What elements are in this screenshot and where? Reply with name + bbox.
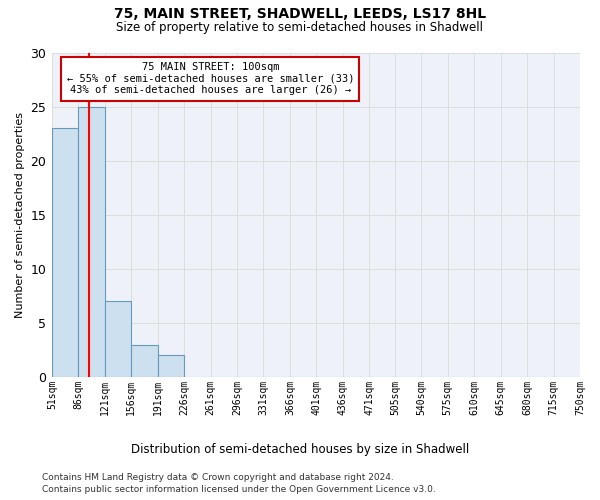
Bar bbox=[105, 302, 131, 377]
Bar bbox=[79, 106, 105, 377]
Text: Contains public sector information licensed under the Open Government Licence v3: Contains public sector information licen… bbox=[42, 485, 436, 494]
Y-axis label: Number of semi-detached properties: Number of semi-detached properties bbox=[15, 112, 25, 318]
Bar bbox=[131, 344, 158, 377]
Text: Contains HM Land Registry data © Crown copyright and database right 2024.: Contains HM Land Registry data © Crown c… bbox=[42, 472, 394, 482]
Bar bbox=[158, 356, 184, 377]
Text: Distribution of semi-detached houses by size in Shadwell: Distribution of semi-detached houses by … bbox=[131, 442, 469, 456]
Text: Size of property relative to semi-detached houses in Shadwell: Size of property relative to semi-detach… bbox=[116, 21, 484, 34]
Bar bbox=[52, 128, 79, 377]
Text: 75, MAIN STREET, SHADWELL, LEEDS, LS17 8HL: 75, MAIN STREET, SHADWELL, LEEDS, LS17 8… bbox=[114, 8, 486, 22]
Text: 75 MAIN STREET: 100sqm
← 55% of semi-detached houses are smaller (33)
43% of sem: 75 MAIN STREET: 100sqm ← 55% of semi-det… bbox=[67, 62, 354, 96]
